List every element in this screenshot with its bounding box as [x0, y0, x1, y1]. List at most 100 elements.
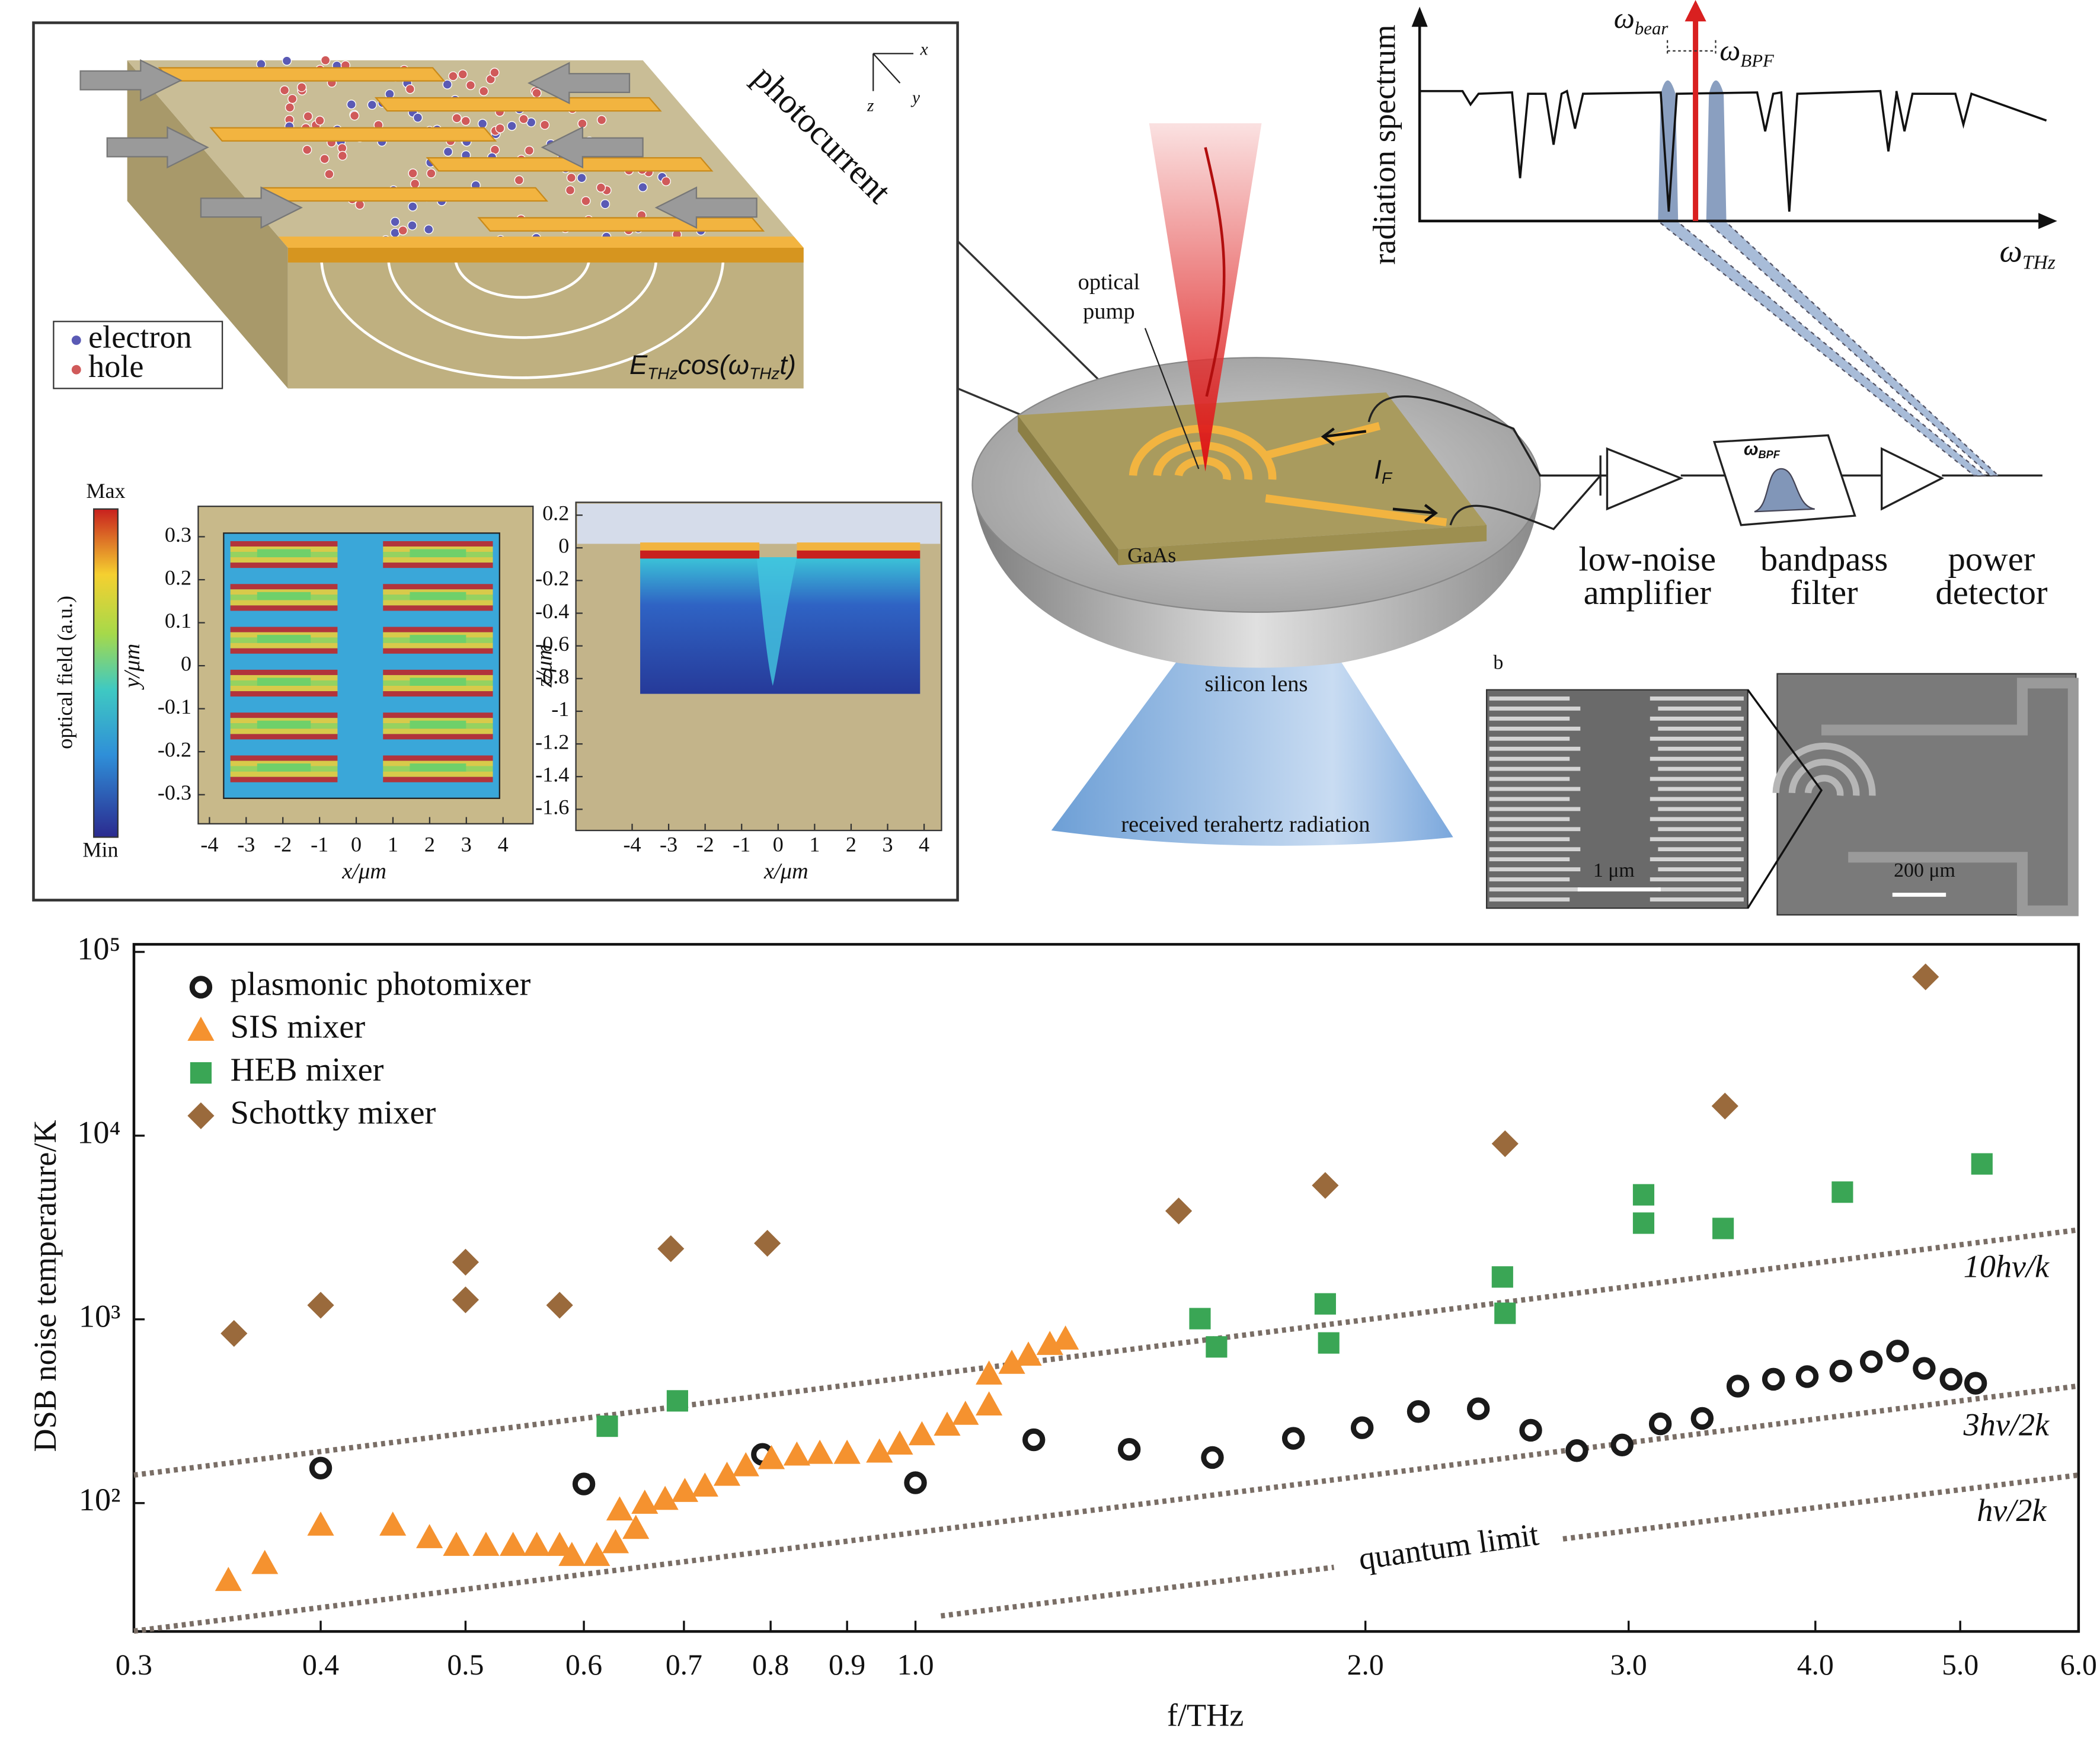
axis-letter: x	[920, 40, 928, 59]
x-tick-label: 0.5	[447, 1648, 484, 1681]
x-tick-label: 1	[388, 832, 398, 856]
point	[1795, 1365, 1819, 1388]
sem-finger	[1650, 696, 1744, 701]
point	[1519, 1418, 1542, 1442]
carrier	[410, 178, 420, 189]
field-stripe	[230, 541, 338, 547]
point	[583, 1542, 610, 1566]
sem-finger	[1489, 696, 1570, 701]
carrier	[458, 69, 468, 79]
spectrum-axes	[1418, 16, 2050, 223]
point	[546, 1532, 573, 1556]
point	[1015, 1341, 1042, 1366]
field-stripe	[383, 755, 493, 761]
sem-finger	[1650, 756, 1744, 761]
sem-finger	[1658, 787, 1741, 791]
y-tick-label: 0.2	[542, 501, 569, 525]
bpf-band	[1656, 220, 1987, 477]
point	[976, 1391, 1003, 1415]
chip-label: GaAs	[1127, 543, 1176, 567]
sem-finger	[1650, 897, 1744, 902]
x-tick-label: 2	[846, 832, 856, 856]
point	[1052, 1325, 1079, 1350]
field-stripe	[383, 563, 493, 568]
sem-finger	[1650, 797, 1744, 801]
x-tick-label: 0.6	[565, 1648, 602, 1681]
carrier	[514, 175, 524, 186]
carrier	[413, 113, 423, 123]
field-stripe	[230, 755, 338, 761]
point	[934, 1411, 961, 1436]
text-part: ω	[1614, 2, 1635, 35]
sem-finger	[1489, 746, 1581, 751]
field-stripe	[230, 728, 338, 734]
sem-finger	[1658, 887, 1741, 891]
field-stripe	[383, 712, 493, 718]
scale-label: 1 μm	[1593, 859, 1635, 881]
point	[1964, 1372, 1987, 1395]
text-part: BPF	[1758, 449, 1780, 461]
field-stripe	[383, 605, 493, 611]
colorbar-max: Max	[86, 479, 125, 503]
sem-finger	[1489, 736, 1570, 741]
carrier	[565, 185, 576, 196]
chip-side	[1018, 415, 1118, 565]
carrier	[346, 100, 356, 110]
sem-finger	[1489, 887, 1581, 891]
text-part: THz	[647, 365, 677, 383]
point	[1726, 1375, 1750, 1398]
point	[307, 1511, 334, 1536]
point	[1281, 1427, 1305, 1450]
sem-finger	[1489, 797, 1570, 801]
point	[443, 1532, 470, 1556]
point	[596, 1415, 618, 1437]
point	[379, 1511, 407, 1536]
field-region	[223, 532, 500, 799]
sem-finger	[1650, 716, 1744, 721]
legend-label: Schottky mixer	[231, 1094, 436, 1131]
point	[1610, 1433, 1634, 1457]
plot-frame	[132, 942, 2080, 1633]
sem-finger	[1650, 857, 1744, 862]
legend-dot	[70, 334, 82, 347]
carrier	[539, 120, 550, 130]
electrode-finger	[426, 157, 714, 172]
point	[886, 1430, 913, 1455]
pump-label: pump	[1083, 299, 1134, 324]
current-arrow	[1321, 427, 1439, 522]
point	[671, 1478, 699, 1502]
y-tick-label: -0.3	[158, 781, 191, 804]
text-part: t)	[779, 350, 796, 380]
spectrum-y-label: radiation spectrum	[1366, 25, 1402, 265]
legend-label: SIS mixer	[231, 1009, 366, 1046]
carrier	[424, 224, 434, 235]
sem-finger	[1489, 847, 1581, 852]
y-tick-label: 10³	[79, 1298, 120, 1334]
carrier	[303, 111, 313, 122]
point	[1690, 1407, 1714, 1430]
point	[1632, 1212, 1655, 1234]
x-tick-label: 0.8	[752, 1648, 789, 1681]
spectrum-x-label: ωTHz	[2000, 234, 2056, 274]
field-stripe	[383, 584, 493, 590]
sem-finger	[1489, 756, 1570, 761]
field-stripe	[257, 549, 311, 558]
bpf-band	[1704, 220, 2000, 477]
reference-label: 3hv/2k	[1963, 1407, 2050, 1442]
axis-arrow	[872, 53, 901, 84]
metal	[640, 542, 760, 551]
point	[1762, 1367, 1785, 1391]
y-tick-label: -0.6	[535, 632, 569, 656]
point	[631, 1490, 659, 1514]
point	[1859, 1350, 1883, 1373]
y-tick-label: -0.4	[535, 599, 569, 623]
y-tick-label: -0.1	[158, 695, 191, 718]
field-stripe	[230, 643, 338, 648]
wire	[1367, 395, 1607, 531]
field-stripe	[410, 635, 466, 643]
carrier	[490, 68, 500, 78]
legend-marker	[189, 976, 213, 999]
point	[1117, 1437, 1141, 1461]
detector	[1880, 447, 1945, 511]
electrode-finger	[158, 67, 446, 82]
